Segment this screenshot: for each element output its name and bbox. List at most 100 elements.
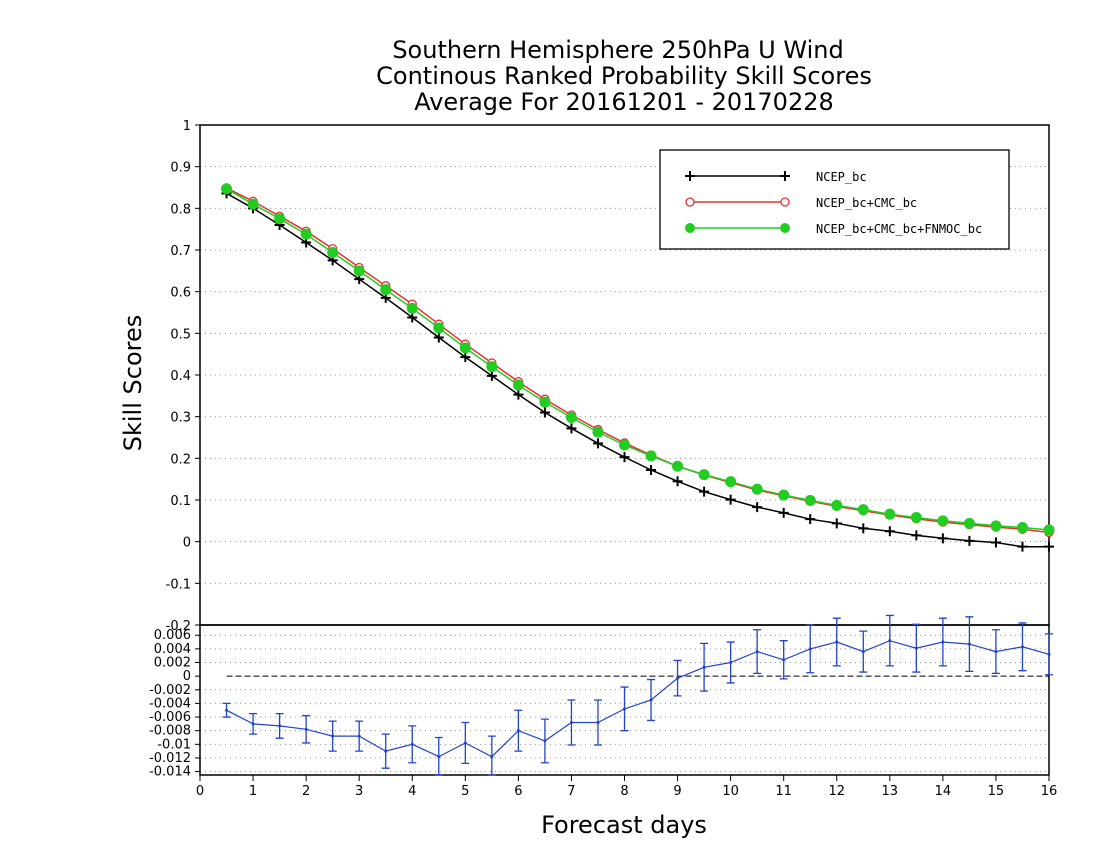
data-point [407,312,418,323]
skill-score-panel: -0.2 -0.1 0 0.1 0.2 0.3 0.4 0.5 0.6 0.7 0.8 0.9 1 [166,119,1055,634]
data-point [513,389,524,400]
data-point [835,640,839,644]
x-tick-label: 14 [935,784,952,799]
data-point [433,332,444,343]
data-point [539,407,550,418]
data-point [963,517,975,529]
data-point [596,721,600,724]
data-point [1017,541,1028,552]
x-tick-label: 6 [514,784,522,799]
x-tick-label: 4 [408,784,416,799]
y-tick-label: -0.014 [149,765,191,780]
y-tick-label: 1 [183,119,191,134]
data-point [725,476,737,488]
data-point [831,518,842,529]
y-tick-label: -0.2 [166,619,191,634]
data-point [380,284,392,296]
data-point [300,228,312,240]
data-point [672,476,683,487]
data-point [645,450,657,462]
data-point [752,502,763,513]
data-point [831,499,843,511]
data-point [857,504,869,516]
data-point [1047,652,1051,656]
data-point [619,439,630,451]
data-point [804,494,816,506]
y-tick-label: -0.01 [157,737,191,752]
y-tick-label: -0.012 [149,751,191,766]
legend-label: NCEP_bc+CMC_bc [816,196,917,210]
data-point [247,198,259,210]
y-tick-label: 0 [183,536,191,551]
legend: NCEP_bc NCEP_bc+CMC_bc NCEP_bc+CMC_bc+FNMO… [659,149,1010,250]
x-tick-label: 10 [722,784,739,799]
data-point [884,508,896,520]
y-tick-label: 0.8 [170,202,191,217]
x-axis: 0 1 2 3 4 5 6 7 8 9 10 11 12 13 14 15 16 [196,775,1057,799]
x-tick-label: 13 [882,784,899,799]
y-tick-label: 0.4 [170,369,191,384]
data-point [304,727,308,731]
data-point [512,379,524,391]
chart-title: Southern Hemisphere 250hPa U Wind Contin… [376,36,872,116]
data-point [990,537,1001,548]
data-point [410,742,414,746]
data-point [729,661,733,664]
data-point [755,650,759,654]
data-point [1016,522,1028,533]
data-point [884,526,895,537]
data-point [569,721,573,724]
data-point [437,755,441,759]
data-point [433,322,445,334]
chart-title-line-3: Average For 20161201 - 20170228 [414,88,834,116]
data-point [565,412,577,423]
data-point [676,676,680,680]
x-tick-label: 5 [461,784,469,799]
y-tick-label: 0.7 [170,244,191,259]
y-tick-label: -0.004 [149,696,191,711]
data-point [225,708,229,712]
x-tick-label: 7 [567,784,575,799]
legend-marker [685,197,695,207]
data-point [941,640,945,644]
legend-marker [780,223,790,233]
data-point [910,512,922,523]
data-point [274,213,286,225]
legend-marker [780,197,790,207]
data-point [967,642,971,646]
data-point [490,755,494,759]
data-point [543,739,547,743]
x-tick-label: 15 [988,784,1005,799]
data-point [1020,645,1024,649]
data-point [778,507,789,518]
x-tick-label: 0 [196,784,204,799]
data-point [861,650,865,654]
y-tick-label: 0.2 [170,452,191,467]
data-point [486,361,498,373]
legend-box [659,149,1010,250]
data-point [1043,524,1055,536]
data-point [672,460,684,472]
data-point [592,438,603,449]
data-point [459,342,471,354]
data-point [782,658,786,662]
y-tick-label: -0.1 [166,577,191,592]
y-tick-label: -0.008 [149,724,191,739]
data-point [619,452,630,463]
data-point [649,698,653,702]
y-tick-label: 0.6 [170,286,191,301]
x-tick-label: 9 [673,784,681,799]
x-tick-label: 3 [355,784,363,799]
x-tick-label: 16 [1041,784,1058,799]
data-point [623,707,626,711]
data-point [699,486,710,497]
data-point [539,396,551,408]
data-point [221,183,233,195]
chart-title-line-1: Southern Hemisphere 250hPa U Wind [392,36,843,64]
data-point [331,734,335,738]
data-point [698,469,710,481]
x-tick-label: 8 [620,784,628,799]
data-point [994,650,998,654]
data-point [914,646,918,650]
data-point [725,494,736,505]
